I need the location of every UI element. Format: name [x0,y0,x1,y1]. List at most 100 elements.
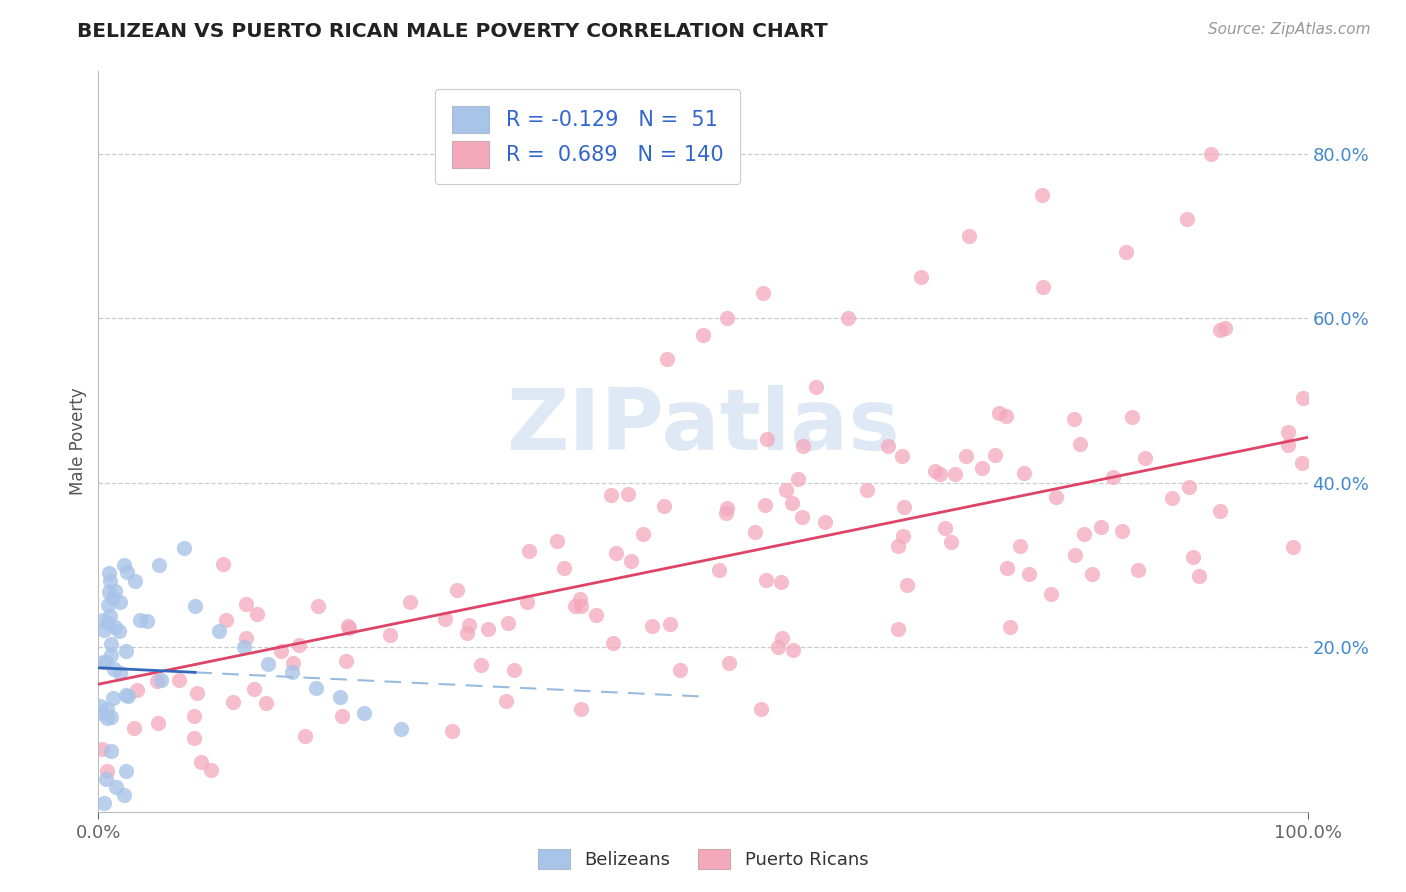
Point [585,607,607,622]
Point [1031,187,1053,202]
Point [183,731,205,745]
Point [995,409,1018,423]
Point [1018,566,1040,581]
Point [211,558,233,572]
Point [1135,451,1157,466]
Point [112,558,135,572]
Point [792,439,814,453]
Point [458,618,481,632]
Point [98,566,121,581]
Point [553,561,575,575]
Point [100,744,122,758]
Point [569,702,592,716]
Point [1126,562,1149,576]
Point [127,682,149,697]
Point [167,673,190,688]
Point [378,628,401,642]
Point [235,598,257,612]
Point [655,352,678,367]
Point [1209,504,1232,518]
Point [502,663,524,677]
Point [891,449,914,463]
Point [115,689,138,703]
Point [93,797,115,811]
Point [89,706,111,720]
Point [546,534,568,549]
Point [755,573,778,587]
Point [887,622,910,636]
Point [714,506,737,520]
Point [222,695,245,709]
Point [1213,321,1236,335]
Point [669,663,692,677]
Point [148,558,170,572]
Point [103,662,125,676]
Point [1175,212,1198,227]
Point [94,772,117,786]
Point [288,638,311,652]
Point [877,439,900,453]
Point [200,763,222,777]
Point [943,467,966,482]
Point [97,599,120,613]
Point [146,674,169,689]
Point [329,690,352,704]
Point [232,640,254,655]
Point [1069,436,1091,450]
Point [184,599,207,613]
Text: BELIZEAN VS PUERTO RICAN MALE POVERTY CORRELATION CHART: BELIZEAN VS PUERTO RICAN MALE POVERTY CO… [77,22,828,41]
Point [1277,425,1299,440]
Point [104,584,127,599]
Point [1032,280,1054,294]
Point [183,709,205,723]
Point [96,702,118,716]
Point [716,500,738,515]
Point [718,656,741,670]
Point [955,449,977,463]
Point [336,619,359,633]
Point [150,673,173,688]
Point [787,472,810,486]
Point [104,620,127,634]
Point [1161,491,1184,506]
Point [887,539,910,553]
Point [495,693,517,707]
Point [104,780,127,794]
Point [659,616,682,631]
Point [1291,456,1313,470]
Point [235,631,257,645]
Point [124,574,146,589]
Point [939,534,962,549]
Point [100,710,122,724]
Point [115,764,138,778]
Point [1182,550,1205,565]
Point [780,496,803,510]
Point [89,699,111,714]
Text: ZIPatlas: ZIPatlas [506,385,900,468]
Point [254,696,277,710]
Point [782,643,804,657]
Point [792,510,814,524]
Point [98,585,121,599]
Point [1199,146,1222,161]
Point [101,591,124,605]
Point [1282,541,1305,555]
Y-axis label: Male Poverty: Male Poverty [69,388,87,495]
Point [117,690,139,704]
Point [339,622,361,636]
Point [633,526,655,541]
Point [891,528,914,542]
Point [294,729,316,743]
Point [984,448,1007,462]
Point [307,599,329,614]
Point [814,515,837,529]
Point [1187,569,1209,583]
Point [456,626,478,640]
Point [305,681,328,696]
Point [1111,524,1133,538]
Point [568,592,591,607]
Point [108,666,131,681]
Point [115,644,138,658]
Point [90,741,112,756]
Point [1063,412,1085,426]
